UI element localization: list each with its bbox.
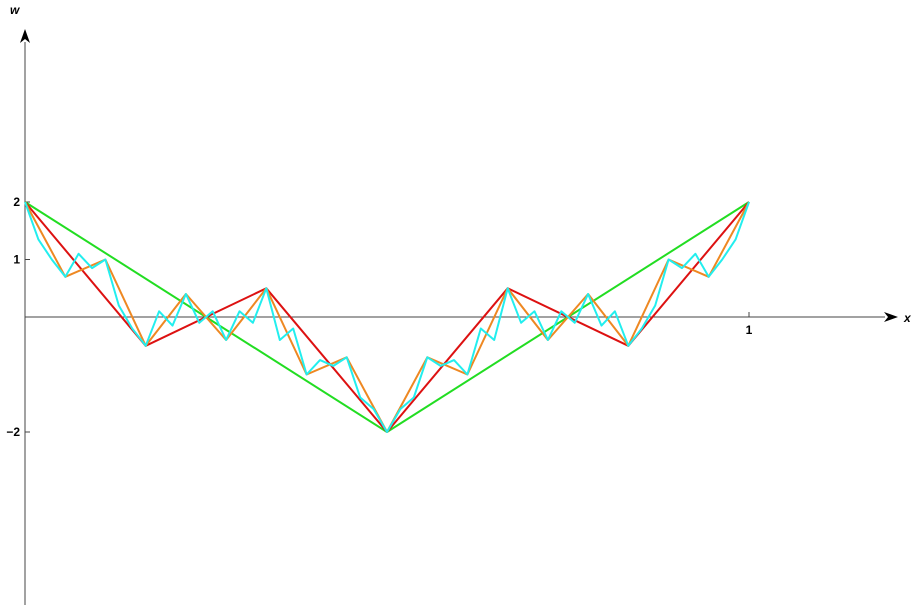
tick-marks: 2 1 −2 1 bbox=[6, 195, 752, 439]
series-cyan-line bbox=[24, 201, 750, 433]
y-tick-label: 2 bbox=[13, 195, 20, 209]
series-layer bbox=[24, 201, 750, 433]
y-tick-label: 1 bbox=[13, 253, 20, 267]
x-tick-label: 1 bbox=[746, 323, 753, 337]
y-tick-label: −2 bbox=[6, 425, 20, 439]
x-axis-label: x bbox=[903, 311, 912, 325]
y-axis-label: w bbox=[10, 3, 20, 17]
